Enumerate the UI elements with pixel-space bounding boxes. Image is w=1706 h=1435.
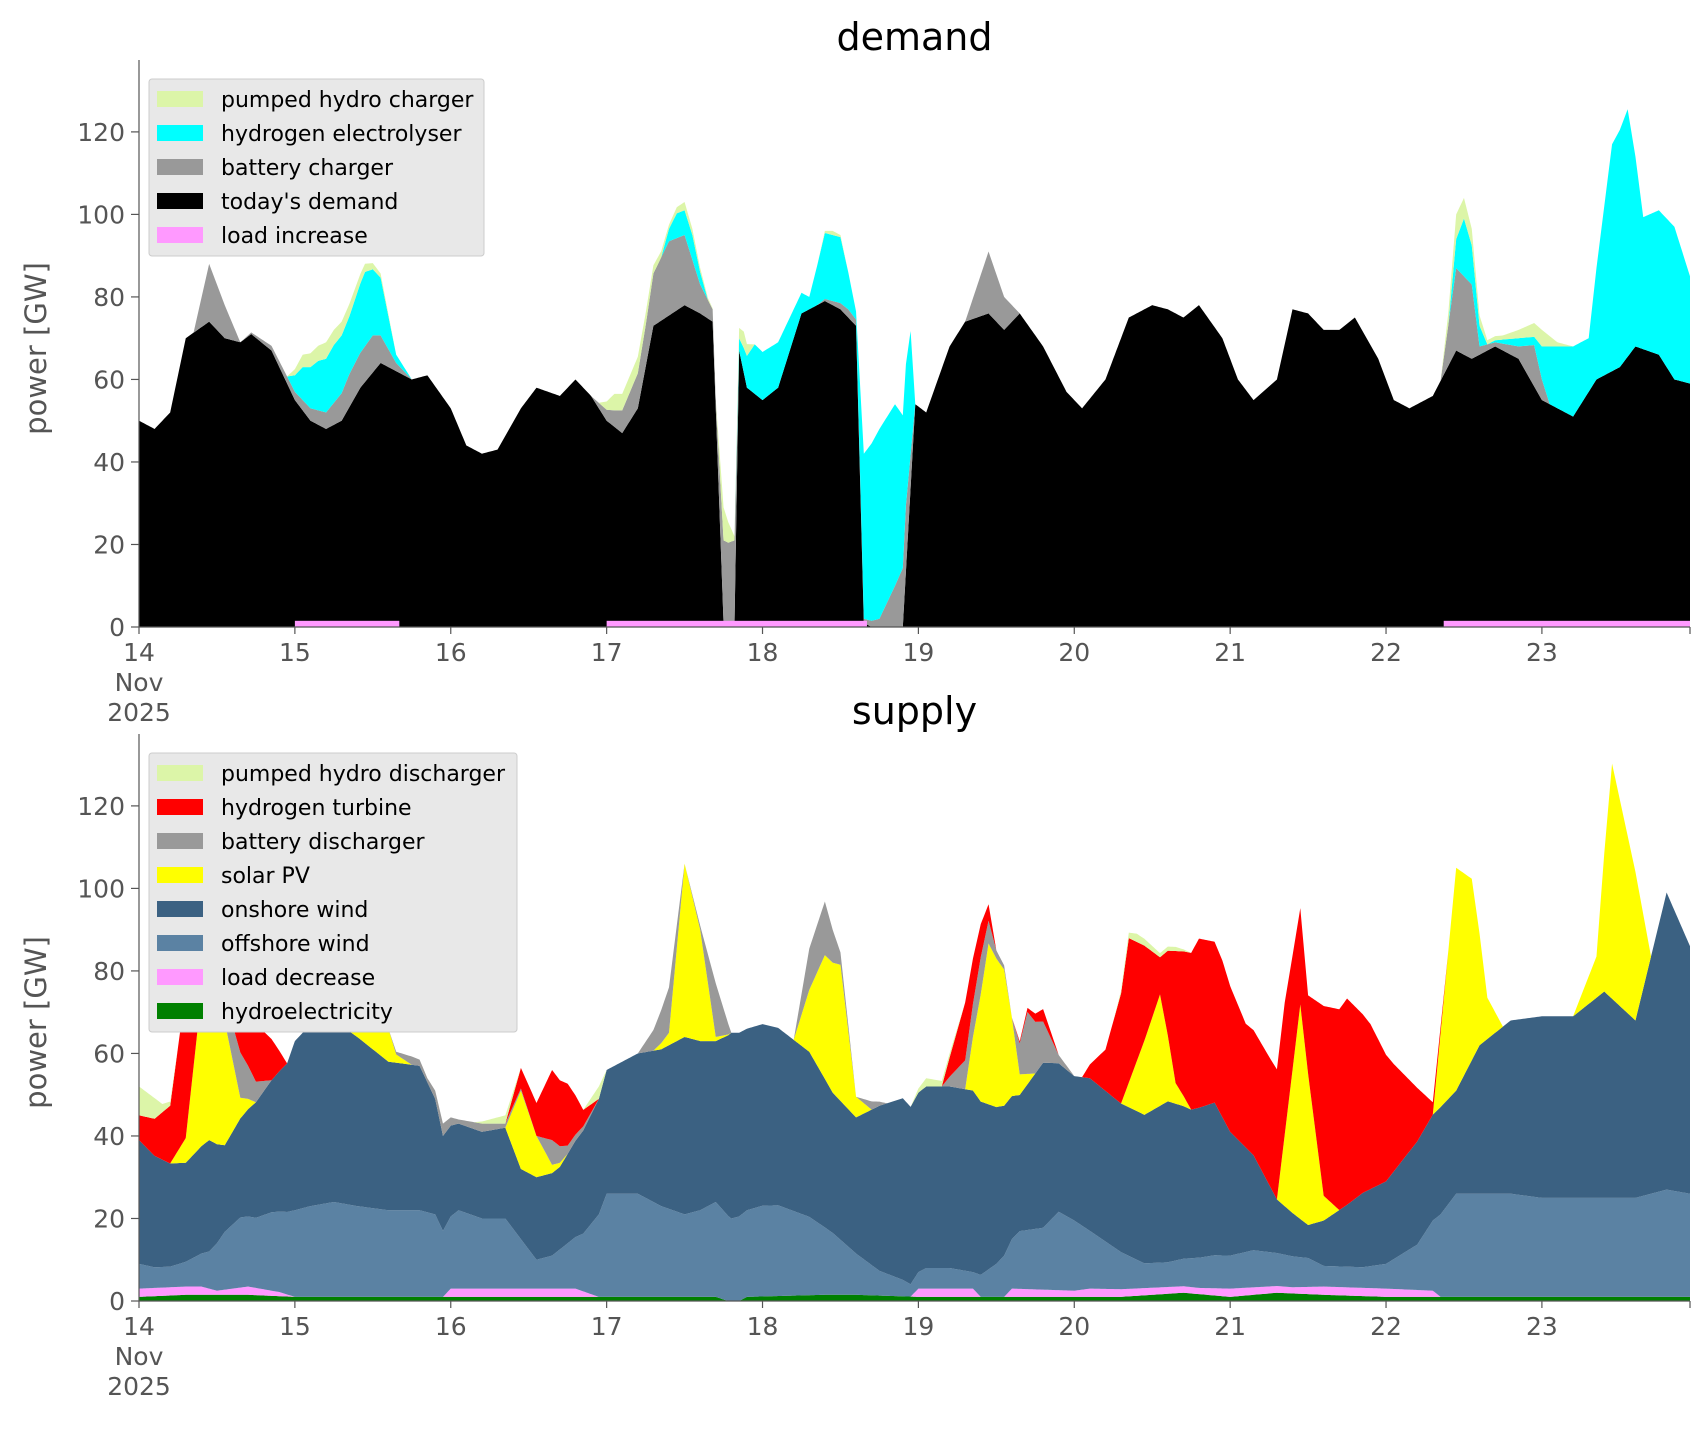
legend-swatch-pumped-hydro-discharger	[157, 765, 203, 781]
area-hydroelectricity	[139, 1292, 1690, 1301]
x-tick-label: 20	[1058, 1312, 1090, 1341]
load-increase-band-2	[1443, 620, 1690, 627]
legend-label-offshore-wind: offshore wind	[221, 932, 370, 957]
x-tick-label: 22	[1370, 1312, 1402, 1341]
x-ticks: 14 Nov 2025 15 16 17 18 19 20 21 22 23	[107, 627, 1691, 727]
x-tick-label: 21	[1214, 1312, 1246, 1341]
chart-title: demand	[836, 15, 992, 59]
legend-label-hydroelectricity: hydroelectricity	[221, 1000, 393, 1025]
legend-swatch-offshore-wind	[157, 935, 203, 951]
legend-label-solar-pv: solar PV	[221, 864, 310, 889]
x-tick-label: 18	[747, 1312, 779, 1341]
y-tick-label: 40	[93, 1122, 125, 1151]
y-ticks: 0 20 40 60 80 100 120	[77, 118, 139, 642]
x-tick-label: 19	[902, 1312, 934, 1341]
legend-label-battery-charger: battery charger	[221, 156, 394, 181]
x-tick-label: 14 Nov 2025	[107, 638, 171, 727]
legend-box	[148, 752, 518, 1033]
y-tick-label: 20	[93, 1204, 125, 1233]
y-tick-label: 80	[93, 283, 125, 312]
y-tick-label: 80	[93, 957, 125, 986]
legend-label-todays-demand: today's demand	[221, 190, 398, 215]
y-ticks: 0 20 40 60 80 100 120	[77, 792, 139, 1316]
stacked-areas	[139, 763, 1690, 1301]
y-tick-label: 20	[93, 530, 125, 559]
x-tick-label: 18	[747, 638, 779, 667]
x-tick-label: 22	[1370, 638, 1402, 667]
y-axis-label: power [GW]	[19, 936, 53, 1109]
x-tick-label: 15	[279, 1312, 311, 1341]
legend: pumped hydro charger hydrogen electrolyse…	[148, 78, 485, 257]
demand-panel: 0 20 40 60 80 100 120 14 Nov 2025 15 16 17 18 19 20 21 22…	[19, 15, 1691, 727]
x-tick-label: 14 Nov 2025	[107, 1312, 171, 1401]
legend-swatch-battery-charger	[157, 159, 203, 175]
legend-swatch-hydrogen-electrolyser	[157, 125, 203, 141]
y-tick-label: 0	[109, 1287, 125, 1316]
area-onshore-wind	[139, 892, 1690, 1285]
area-todays-demand	[139, 301, 1690, 627]
x-ticks: 14 Nov 2025 15 16 17 18 19 20 21 22 23	[107, 1301, 1691, 1401]
legend-label-pumped-hydro-discharger: pumped hydro discharger	[221, 762, 506, 787]
legend-swatch-hydroelectricity	[157, 1003, 203, 1019]
y-tick-label: 100	[77, 874, 125, 903]
x-tick-label: 20	[1058, 638, 1090, 667]
legend-swatch-pumped-hydro-charger	[157, 91, 203, 107]
stacked-areas	[139, 109, 1690, 628]
legend-box	[148, 78, 485, 257]
legend-label-pumped-hydro-charger: pumped hydro charger	[221, 88, 474, 113]
x-tick-label: 21	[1214, 638, 1246, 667]
chart-title: supply	[852, 689, 977, 733]
y-tick-label: 100	[77, 200, 125, 229]
legend-swatch-battery-discharger	[157, 833, 203, 849]
legend-label-load-decrease: load decrease	[221, 966, 375, 991]
area-offshore-wind	[139, 1189, 1690, 1301]
y-tick-label: 120	[77, 118, 125, 147]
legend-swatch-load-decrease	[157, 969, 203, 985]
area-load-decrease	[139, 1286, 1690, 1301]
legend-label-hydrogen-electrolyser: hydrogen electrolyser	[221, 122, 462, 147]
x-tick-label: 23	[1526, 638, 1558, 667]
legend-swatch-solar-pv	[157, 867, 203, 883]
x-tick-label: 15	[279, 638, 311, 667]
legend-label-onshore-wind: onshore wind	[221, 898, 368, 923]
load-increase-band-0	[294, 620, 400, 627]
legend-swatch-load-increase	[157, 227, 203, 243]
x-tick-label: 19	[902, 638, 934, 667]
x-tick-label: 17	[591, 1312, 623, 1341]
y-tick-label: 0	[109, 613, 125, 642]
y-tick-label: 120	[77, 792, 125, 821]
x-tick-label: 16	[435, 1312, 467, 1341]
y-tick-label: 60	[93, 365, 125, 394]
x-tick-label: 16	[435, 638, 467, 667]
x-tick-label: 23	[1526, 1312, 1558, 1341]
legend-label-load-increase: load increase	[221, 224, 368, 249]
area-solar-pv	[139, 763, 1690, 1226]
legend-swatch-todays-demand	[157, 193, 203, 209]
legend-swatch-onshore-wind	[157, 901, 203, 917]
legend: pumped hydro discharger hydrogen turbine b…	[148, 752, 518, 1033]
y-tick-label: 60	[93, 1039, 125, 1068]
legend-label-battery-discharger: battery discharger	[221, 830, 426, 855]
area-hydrogen-turbine	[139, 763, 1690, 1211]
x-tick-label: 17	[591, 638, 623, 667]
legend-label-hydrogen-turbine: hydrogen turbine	[221, 796, 412, 821]
load-increase-band-1	[606, 620, 867, 627]
y-tick-label: 40	[93, 448, 125, 477]
y-axis-label: power [GW]	[19, 262, 53, 435]
legend-swatch-hydrogen-turbine	[157, 799, 203, 815]
supply-panel: 0 20 40 60 80 100 120 14 Nov 2025 15 16 17 18 19 20 21 22…	[19, 689, 1691, 1401]
